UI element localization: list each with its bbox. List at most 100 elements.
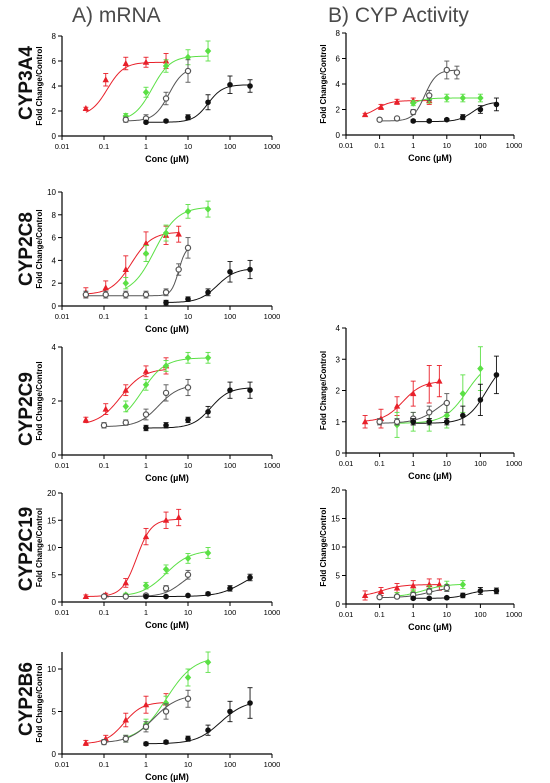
y-tick-label: 5 (336, 572, 341, 581)
data-point (443, 66, 450, 74)
data-point (162, 708, 170, 715)
y-tick-label: 10 (47, 665, 56, 674)
fit-curve (125, 207, 209, 289)
x-axis-label: Conc (µM) (408, 153, 452, 163)
data-point (247, 700, 253, 706)
data-point (184, 53, 192, 61)
data-point (122, 116, 129, 123)
data-point (377, 103, 385, 110)
data-point (453, 69, 461, 76)
data-point (459, 94, 467, 102)
x-tick-label: 0.1 (374, 459, 384, 468)
data-point (162, 362, 170, 370)
series-black (143, 381, 253, 432)
data-point (205, 289, 211, 296)
data-point (163, 299, 169, 306)
series-black (143, 687, 253, 747)
data-point (82, 593, 90, 600)
series-open (100, 378, 192, 429)
data-point (184, 695, 192, 702)
data-point (477, 106, 484, 113)
y-axis-label: Fold Change/Control (35, 508, 44, 587)
x-tick-label: 10 (184, 142, 192, 151)
data-point (393, 593, 401, 600)
data-point (185, 114, 191, 121)
x-tick-label: 1000 (264, 142, 281, 151)
x-axis-label: Conc (µM) (145, 772, 189, 782)
data-point (227, 585, 233, 592)
x-tick-label: 1 (144, 142, 148, 151)
data-point (142, 582, 150, 590)
y-tick-label: 4 (336, 324, 341, 333)
chart-panel-mrna-cyp2b6: 0 5 10 0.01 0.1 1 10 100 1000 Conc (µM) Fold Chang… (35, 651, 280, 782)
x-tick-label: 1000 (264, 461, 281, 470)
x-tick-label: 1 (411, 141, 415, 150)
x-tick-label: 100 (224, 461, 237, 470)
data-point (204, 658, 212, 666)
y-tick-label: 0 (52, 132, 57, 141)
y-tick-label: 10 (47, 188, 56, 197)
data-point (102, 405, 109, 412)
mrna-column-title: A) mRNA (72, 4, 161, 27)
data-point (184, 673, 192, 682)
data-point (426, 418, 433, 425)
y-tick-label: 0 (52, 451, 57, 460)
data-point (122, 60, 129, 66)
y-tick-label: 2 (336, 106, 341, 115)
fit-curve (85, 248, 189, 297)
data-point (82, 105, 90, 111)
data-point (184, 384, 192, 391)
data-point (142, 411, 150, 418)
data-point (410, 595, 417, 602)
data-point (142, 239, 150, 246)
series-green (122, 200, 212, 290)
data-point (162, 95, 170, 102)
fit-curve (125, 659, 209, 738)
y-tick-label: 2 (52, 397, 57, 406)
x-tick-label: 1000 (264, 608, 281, 617)
data-point (477, 397, 484, 403)
data-point (122, 593, 129, 600)
series-black (410, 355, 500, 426)
y-tick-label: 0 (52, 302, 57, 311)
y-tick-label: 20 (47, 489, 56, 498)
x-tick-label: 100 (474, 141, 487, 150)
data-point (410, 418, 417, 425)
data-point (376, 418, 383, 425)
data-point (426, 118, 433, 124)
data-point (205, 409, 211, 415)
y-tick-label: 0 (336, 449, 341, 458)
data-point (459, 390, 467, 398)
y-tick-label: 4 (52, 256, 57, 265)
data-point (102, 291, 109, 298)
y-tick-label: 6 (336, 55, 341, 64)
series-red (82, 693, 170, 746)
data-point (163, 118, 169, 124)
data-point (142, 701, 150, 708)
data-point (204, 549, 212, 557)
y-tick-label: 5 (52, 571, 57, 580)
y-tick-label: 5 (52, 708, 57, 717)
y-tick-label: 0 (336, 131, 341, 140)
data-point (163, 593, 169, 600)
data-point (184, 207, 192, 215)
x-tick-label: 0.01 (55, 608, 70, 617)
x-axis-label: Conc (µM) (408, 471, 452, 481)
data-point (142, 249, 150, 258)
y-tick-label: 0 (52, 750, 57, 759)
data-point (82, 416, 90, 423)
data-point (142, 291, 150, 298)
chart-panel-mrna-cyp2c9: 0 2 4 0.01 0.1 1 10 100 1000 Conc (µM) Fold Change… (35, 343, 280, 483)
x-tick-label: 1000 (506, 610, 523, 619)
fit-curve (125, 70, 189, 122)
data-point (162, 585, 170, 592)
data-point (122, 386, 129, 393)
data-point (410, 99, 417, 107)
data-point (122, 279, 129, 287)
x-tick-label: 1 (411, 610, 415, 619)
data-point (142, 381, 150, 389)
series-open (376, 60, 461, 123)
series-green (122, 351, 212, 413)
y-tick-label: 1 (336, 418, 341, 427)
data-point (184, 571, 192, 578)
